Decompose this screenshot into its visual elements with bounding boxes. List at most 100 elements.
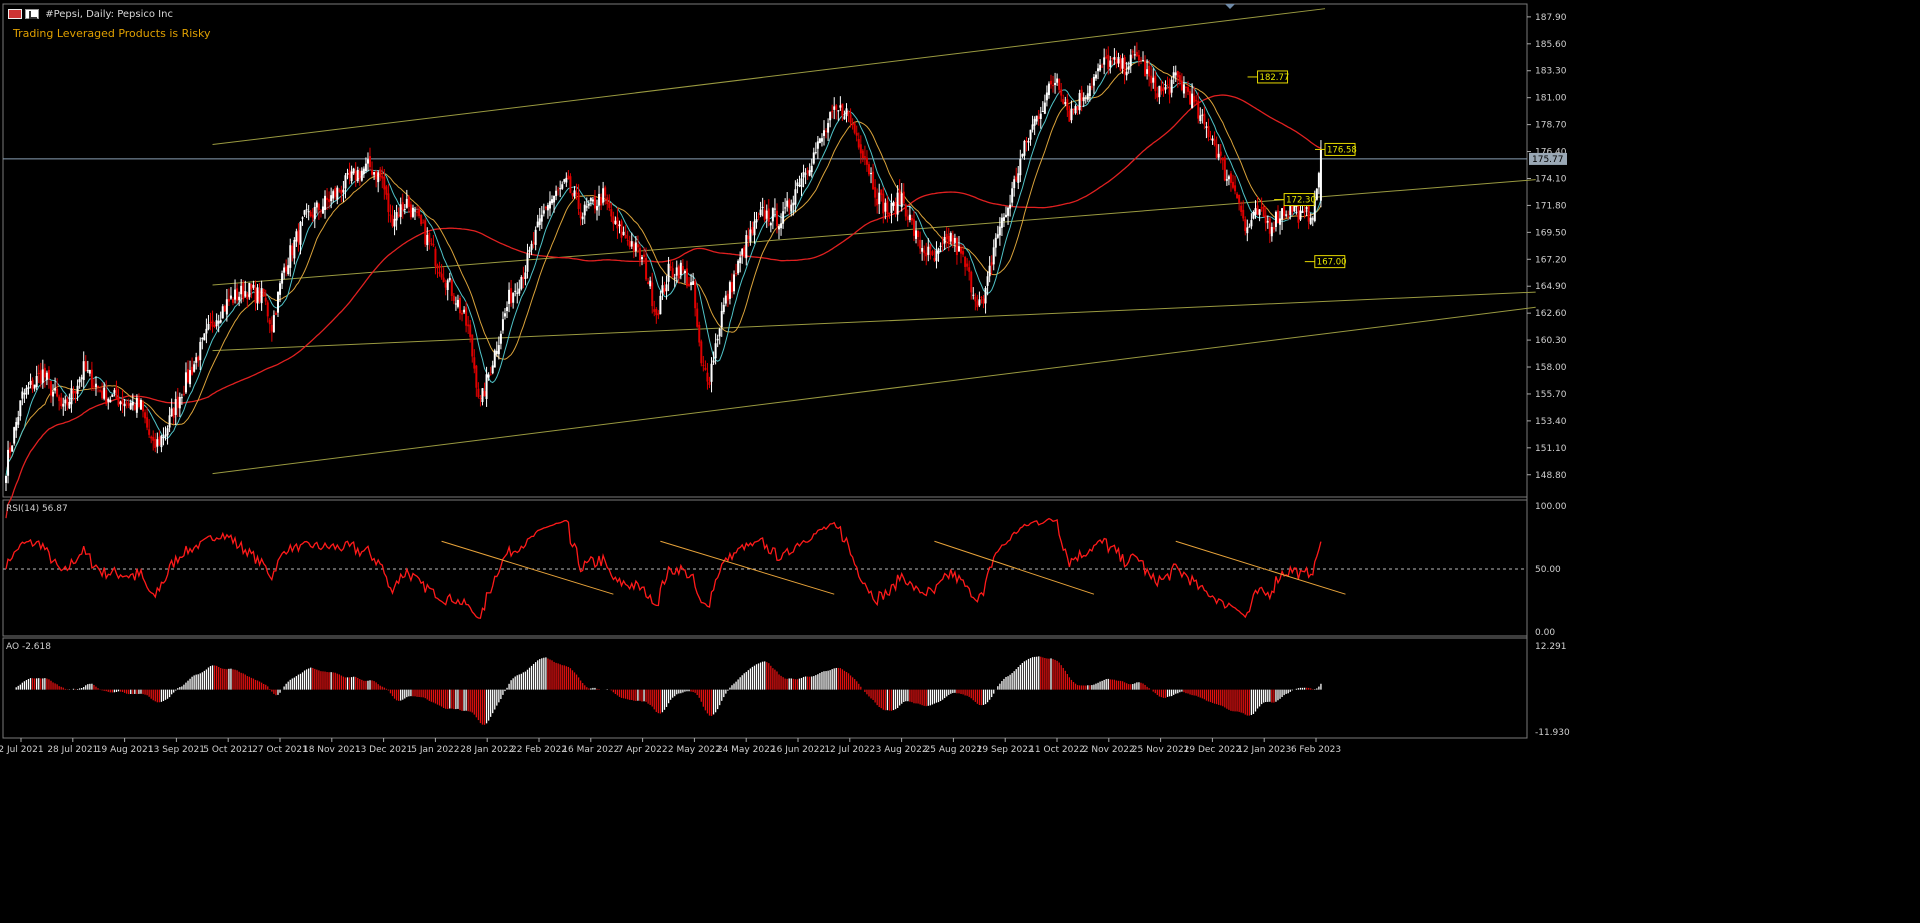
candle-body: [360, 170, 363, 181]
candle-body: [152, 436, 155, 441]
chart-type-icon[interactable]: [25, 9, 39, 19]
candle-body: [800, 178, 803, 188]
candle-body: [720, 310, 723, 328]
candle-body: [391, 215, 394, 227]
candle-body: [829, 112, 832, 121]
candle-body: [1111, 57, 1114, 60]
candle-body: [778, 226, 781, 230]
candle-body: [385, 186, 388, 195]
candle-body: [747, 235, 750, 240]
callout-box: [1314, 255, 1346, 269]
candle-body: [387, 193, 390, 213]
candle-body: [1223, 157, 1226, 181]
candle-body: [508, 289, 511, 304]
candle-body: [174, 399, 177, 415]
candle-body: [1213, 139, 1216, 145]
candle-body: [477, 388, 480, 398]
candle-body: [1258, 209, 1261, 216]
candle-body: [1129, 54, 1132, 66]
candle-body: [1062, 99, 1065, 104]
candle-body: [123, 403, 126, 407]
candle-body: [379, 169, 382, 178]
candle-body: [749, 229, 752, 242]
candle-body: [54, 388, 57, 391]
candle-body: [898, 189, 901, 205]
candle-body: [1105, 56, 1108, 58]
candle-body: [557, 189, 560, 191]
candle-body: [669, 266, 672, 268]
candle-body: [1078, 93, 1081, 111]
candle-body: [467, 324, 470, 327]
price-tick-label: 148.80: [1535, 471, 1567, 481]
candle-body: [792, 202, 795, 206]
candle-body: [499, 333, 502, 344]
candle-body: [880, 189, 883, 195]
candle-body: [957, 246, 960, 252]
candle-body: [111, 394, 114, 397]
candle-body: [148, 429, 151, 435]
time-tick-label: 25 Nov 2022: [1132, 745, 1190, 755]
candle-body: [626, 240, 629, 242]
risk-warning: Trading Leveraged Products is Risky: [13, 27, 211, 40]
candle-body: [927, 246, 930, 255]
candle-body: [418, 209, 421, 217]
candle-body: [1007, 207, 1010, 216]
candle-body: [403, 209, 406, 211]
candle-body: [463, 309, 466, 313]
candle-body: [311, 214, 314, 218]
candle-body: [217, 321, 220, 324]
candle-body: [1047, 83, 1050, 96]
candle-body: [839, 105, 842, 108]
candle-body: [659, 295, 662, 315]
candle-body: [510, 288, 513, 304]
candle-body: [260, 288, 263, 304]
candle-body: [872, 171, 875, 190]
candle-body: [972, 294, 975, 296]
candle-body: [845, 108, 848, 117]
candle-body: [1207, 126, 1210, 138]
candle-body: [1299, 210, 1302, 220]
candle-body: [524, 272, 527, 279]
candle-body: [906, 216, 909, 220]
candle-body: [949, 233, 952, 242]
candle-body: [1279, 218, 1282, 225]
candle-body: [1256, 205, 1259, 215]
candle-body: [393, 218, 396, 227]
candle-body: [1031, 124, 1034, 130]
candle-body: [103, 387, 106, 399]
candle-body: [227, 298, 230, 302]
candle-body: [1317, 173, 1320, 188]
candle-body: [982, 298, 985, 304]
candle-body: [1242, 209, 1245, 219]
candle-body: [647, 282, 650, 284]
candle-body: [356, 169, 359, 182]
candle-body: [820, 138, 823, 142]
candle-body: [11, 445, 14, 452]
time-tick-label: 24 May 2022: [717, 745, 776, 755]
candle-body: [162, 437, 165, 439]
candle-body: [753, 221, 756, 236]
candle-body: [221, 306, 224, 319]
candle-body: [947, 235, 950, 244]
candle-body: [565, 177, 568, 183]
candle-body: [994, 237, 997, 248]
candle-body: [1215, 144, 1218, 158]
candle-body: [1195, 99, 1198, 102]
candle-body: [528, 249, 531, 253]
candle-body: [39, 370, 42, 384]
candle-body: [442, 277, 445, 283]
candle-body: [117, 397, 120, 406]
candle-body: [1021, 154, 1024, 157]
candle-body: [675, 267, 678, 276]
candle-body: [1260, 207, 1263, 209]
candle-body: [295, 231, 298, 242]
candle-body: [951, 235, 954, 245]
candle-body: [1039, 113, 1042, 119]
candle-body: [921, 248, 924, 252]
candle-body: [1113, 56, 1116, 60]
candle-body: [925, 252, 928, 257]
candle-body: [1315, 188, 1318, 200]
candle-body: [634, 242, 637, 251]
